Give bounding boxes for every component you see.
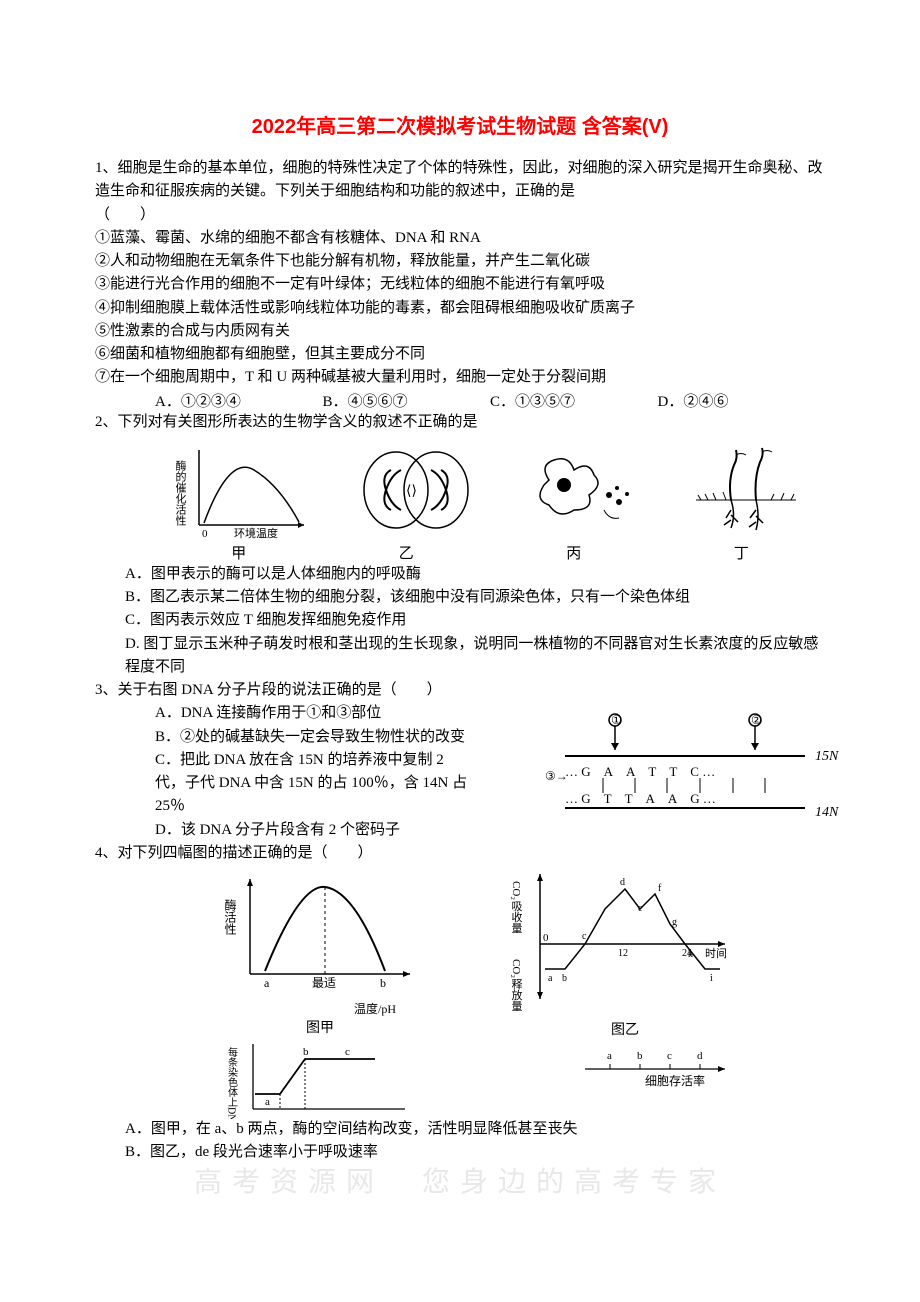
svg-text:e: e: [638, 903, 643, 914]
q1-optC: C．①③⑤⑦: [490, 390, 658, 411]
q1-s7: ⑦在一个细胞周期中，T 和 U 两种碱基被大量利用时，细胞一定处于分裂间期: [95, 366, 825, 389]
q4-charts-row1: 酶活性 a 最适 b 温度/pH 图甲 CO₂吸收量 CO₂释放量: [175, 869, 785, 1039]
q1-s2: ②人和动物细胞在无氧条件下也能分解有机物，释放能量，并产生二氧化碳: [95, 250, 825, 273]
svg-text:0: 0: [543, 932, 549, 944]
svg-text:i: i: [710, 973, 713, 984]
q2-stem: 2、下列对有关图形所表达的生物学含义的叙述不正确的是: [95, 411, 825, 434]
q2-lab-jia: 甲: [155, 542, 323, 563]
svg-text:c: c: [582, 931, 587, 942]
q2-fig-yi: ⟨⟩: [351, 440, 481, 540]
q2-lab-bing: 丙: [490, 542, 658, 563]
svg-text:b: b: [303, 1046, 309, 1058]
q4-cap-yi: 图乙: [510, 1019, 740, 1039]
svg-text:③→: ③→: [545, 769, 568, 783]
q3-optC: C．把此 DNA 放在含 15N 的培养液中复制 2 代，子代 DNA 中含 1…: [95, 749, 475, 819]
svg-text:… G T T A A G …: … G T T A A G …: [565, 791, 716, 806]
svg-text:b: b: [562, 973, 567, 984]
svg-text:… G A A T T C …: … G A A T T C …: [565, 764, 715, 779]
q4-cap-jia: 图甲: [220, 1017, 420, 1037]
q4-chart-ding: a b c d 细胞存活率: [525, 1039, 735, 1099]
q2-optC: C．图丙表示效应 T 细胞发挥细胞免疫作用: [95, 609, 825, 632]
svg-text:a: a: [265, 1096, 270, 1108]
svg-text:15N: 15N: [815, 749, 839, 764]
svg-text:c: c: [345, 1046, 350, 1058]
svg-text:d: d: [697, 1050, 703, 1062]
q3-optB: B．②处的碱基缺失一定会导致生物性状的改变: [95, 726, 475, 749]
q1-s5: ⑤性激素的合成与内质网有关: [95, 320, 825, 343]
svg-text:最适: 最适: [312, 976, 336, 990]
svg-text:d: d: [620, 877, 625, 888]
svg-text:12: 12: [618, 948, 628, 959]
watermark: 高考资源网 您身边的高考专家: [0, 1160, 920, 1200]
q4-optB: B．图乙，de 段光合速率小于呼吸速率: [95, 1141, 825, 1164]
q1-s4: ④抑制细胞膜上载体活性或影响线粒体功能的毒素，都会阻碍根细胞吸收矿质离子: [95, 297, 825, 320]
svg-text:b: b: [637, 1050, 643, 1062]
q1-options: A．①②③④ B．④⑤⑥⑦ C．①③⑤⑦ D．②④⑥: [95, 390, 825, 411]
q2-optA: A．图甲表示的酶可以是人体细胞内的呼吸酶: [95, 563, 825, 586]
q3-dna-figure: ① ② 15N 14N … G A A T T C … … G T T A A …: [545, 708, 845, 828]
svg-text:①: ①: [611, 713, 622, 727]
svg-text:CO₂吸收量: CO₂吸收量: [510, 881, 523, 933]
svg-text:a: a: [607, 1050, 612, 1062]
svg-text:细胞存活率: 细胞存活率: [645, 1073, 705, 1088]
q4-chart-bing: 每条染色体上DNA量 a b c: [225, 1039, 425, 1119]
q1-stem: 1、细胞是生命的基本单位，细胞的特殊性决定了个体的特殊性，因此，对细胞的深入研究…: [95, 157, 825, 227]
svg-text:酶的催化活性: 酶的催化活性: [174, 459, 187, 526]
q3-optD: D．该 DNA 分子片段含有 2 个密码子: [95, 819, 475, 842]
svg-text:b: b: [380, 976, 386, 990]
q4-chart-jia: 酶活性 a 最适 b: [220, 869, 420, 999]
svg-text:a: a: [548, 973, 553, 984]
svg-text:酶活性: 酶活性: [223, 898, 237, 936]
svg-text:24: 24: [682, 948, 692, 959]
q1-optB: B．④⑤⑥⑦: [323, 390, 491, 411]
svg-text:g: g: [672, 917, 677, 928]
svg-text:每条染色体上DNA量: 每条染色体上DNA量: [226, 1046, 238, 1119]
q2-optB: B．图乙表示某二倍体生物的细胞分裂，该细胞中没有同源染色体，只有一个染色体组: [95, 586, 825, 609]
q1-s3: ③能进行光合作用的细胞不一定有叶绿体；无线粒体的细胞不能进行有氧呼吸: [95, 273, 825, 296]
q1-optD: D．②④⑥: [658, 390, 826, 411]
q4-charts-row2: 每条染色体上DNA量 a b c a b c: [175, 1039, 785, 1124]
q4-stem: 4、对下列四幅图的描述正确的是（ ）: [95, 842, 825, 865]
q2-lab-yi: 乙: [323, 542, 491, 563]
svg-text:c: c: [667, 1050, 672, 1062]
q2-fig-labels: 甲 乙 丙 丁: [155, 542, 825, 563]
svg-text:a: a: [264, 976, 270, 990]
svg-text:CO₂释放量: CO₂释放量: [510, 959, 523, 1011]
svg-text:⟨⟩: ⟨⟩: [406, 484, 417, 499]
svg-text:时间: 时间: [705, 947, 727, 960]
q2-fig-jia: 酶的催化活性 0 环境温度: [174, 440, 314, 540]
q2-fig-bing: [519, 440, 649, 540]
q2-optD: D. 图丁显示玉米种子萌发时根和茎出现的生长现象，说明同一株植物的不同器官对生长…: [95, 633, 825, 680]
q2-fig-ding: [686, 440, 806, 540]
svg-text:环境温度: 环境温度: [234, 526, 278, 540]
q2-lab-ding: 丁: [658, 542, 826, 563]
svg-text:f: f: [658, 883, 662, 894]
svg-text:0: 0: [202, 528, 208, 540]
svg-text:②: ②: [751, 713, 762, 727]
q3-stem: 3、关于右图 DNA 分子片段的说法正确的是（ ）: [95, 679, 825, 702]
q1-s1: ①蓝藻、霉菌、水绵的细胞不都含有核糖体、DNA 和 RNA: [95, 227, 825, 250]
q4-chart-yi: CO₂吸收量 CO₂释放量 0 a b c d e f g h i 12 24: [510, 869, 740, 1014]
q1-optA: A．①②③④: [155, 390, 323, 411]
q4-chart1-xlabel: 温度/pH: [354, 1002, 396, 1016]
page-title: 2022年高三第二次模拟考试生物试题 含答案(V): [95, 110, 825, 139]
q1-s6: ⑥细菌和植物细胞都有细胞壁，但其主要成分不同: [95, 343, 825, 366]
svg-text:14N: 14N: [815, 805, 839, 820]
q3-optA: A．DNA 连接酶作用于①和③部位: [95, 702, 475, 725]
q2-figure-row: 酶的催化活性 0 环境温度 ⟨⟩: [155, 440, 825, 540]
